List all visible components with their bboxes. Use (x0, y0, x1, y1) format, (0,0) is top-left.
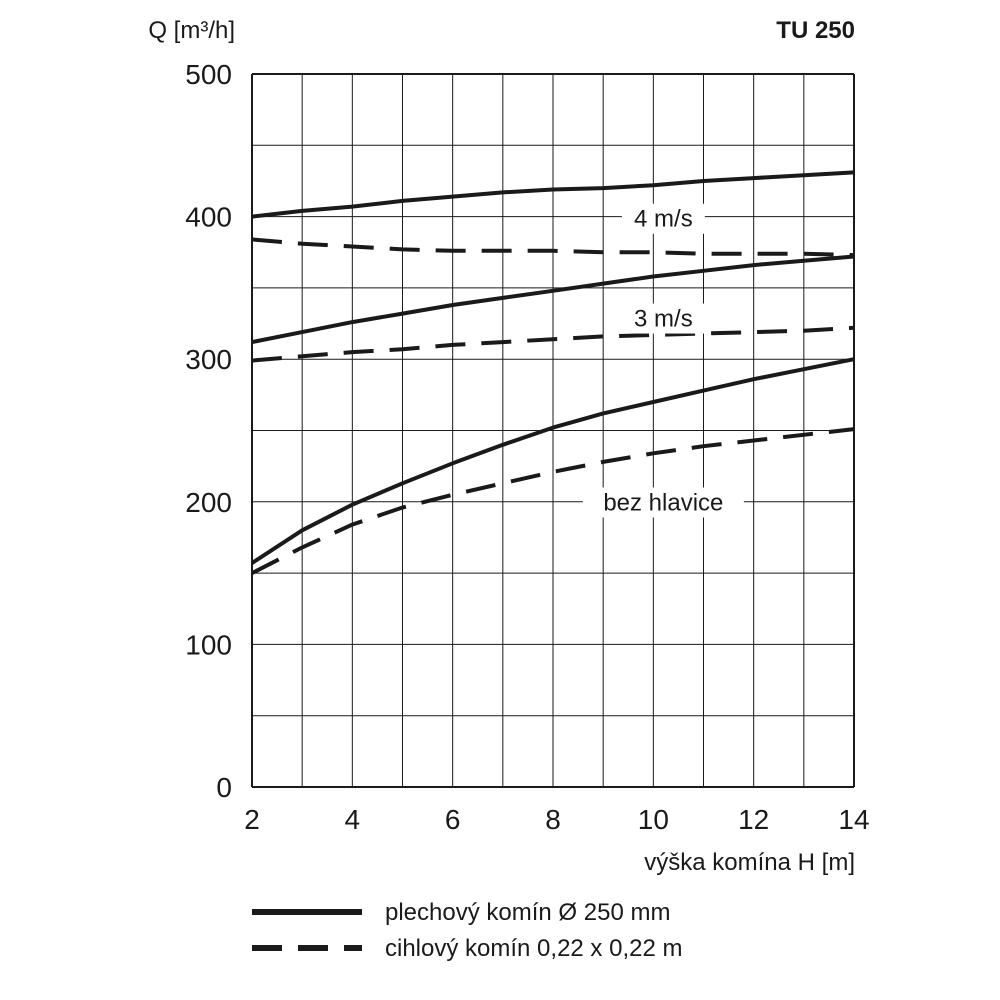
series-line-solid (250, 357, 855, 565)
y-tick-label: 300 (185, 344, 232, 375)
x-tick-label: 8 (545, 804, 561, 835)
annotations: 4 m/s 3 m/s bez hlavice (582, 203, 744, 518)
series-line-dashed (251, 325, 855, 363)
legend: plechový komín Ø 250 mm cihlový komín 0,… (252, 899, 682, 962)
x-tick-labels: 2 4 6 8 10 12 14 (244, 804, 869, 835)
y-tick-label: 400 (185, 202, 232, 233)
series-line-solid (251, 254, 855, 345)
legend-label-solid: plechový komín Ø 250 mm (385, 899, 670, 926)
y-tick-label: 200 (185, 487, 232, 518)
y-tick-label: 100 (185, 629, 232, 660)
x-tick-label: 12 (738, 804, 769, 835)
x-tick-label: 14 (838, 804, 869, 835)
series-line-dashed (251, 237, 855, 258)
y-tick-label: 500 (185, 59, 232, 90)
y-tick-label: 0 (216, 772, 232, 803)
series-line-dashed (251, 427, 855, 575)
annotation-background (582, 487, 744, 518)
annotation-label: bez hlavice (603, 490, 723, 517)
grid (251, 73, 855, 788)
annotation-background (621, 303, 705, 334)
annotation-label: 3 m/s (634, 306, 693, 333)
annotation-label: 4 m/s (634, 206, 693, 233)
legend-label-dashed: cihlový komín 0,22 x 0,22 m (385, 935, 682, 962)
x-tick-label: 10 (638, 804, 669, 835)
series-line-solid (251, 170, 855, 219)
series-lines (250, 170, 855, 575)
annotation-background (621, 203, 705, 234)
y-axis-label: Q [m³/h] (148, 17, 235, 44)
x-tick-label: 4 (345, 804, 361, 835)
x-tick-label: 6 (445, 804, 461, 835)
x-axis-label: výška komína H [m] (644, 849, 855, 876)
chart-title: TU 250 (776, 17, 855, 44)
x-tick-label: 2 (244, 804, 260, 835)
y-tick-labels: 0 100 200 300 400 500 (185, 59, 232, 803)
